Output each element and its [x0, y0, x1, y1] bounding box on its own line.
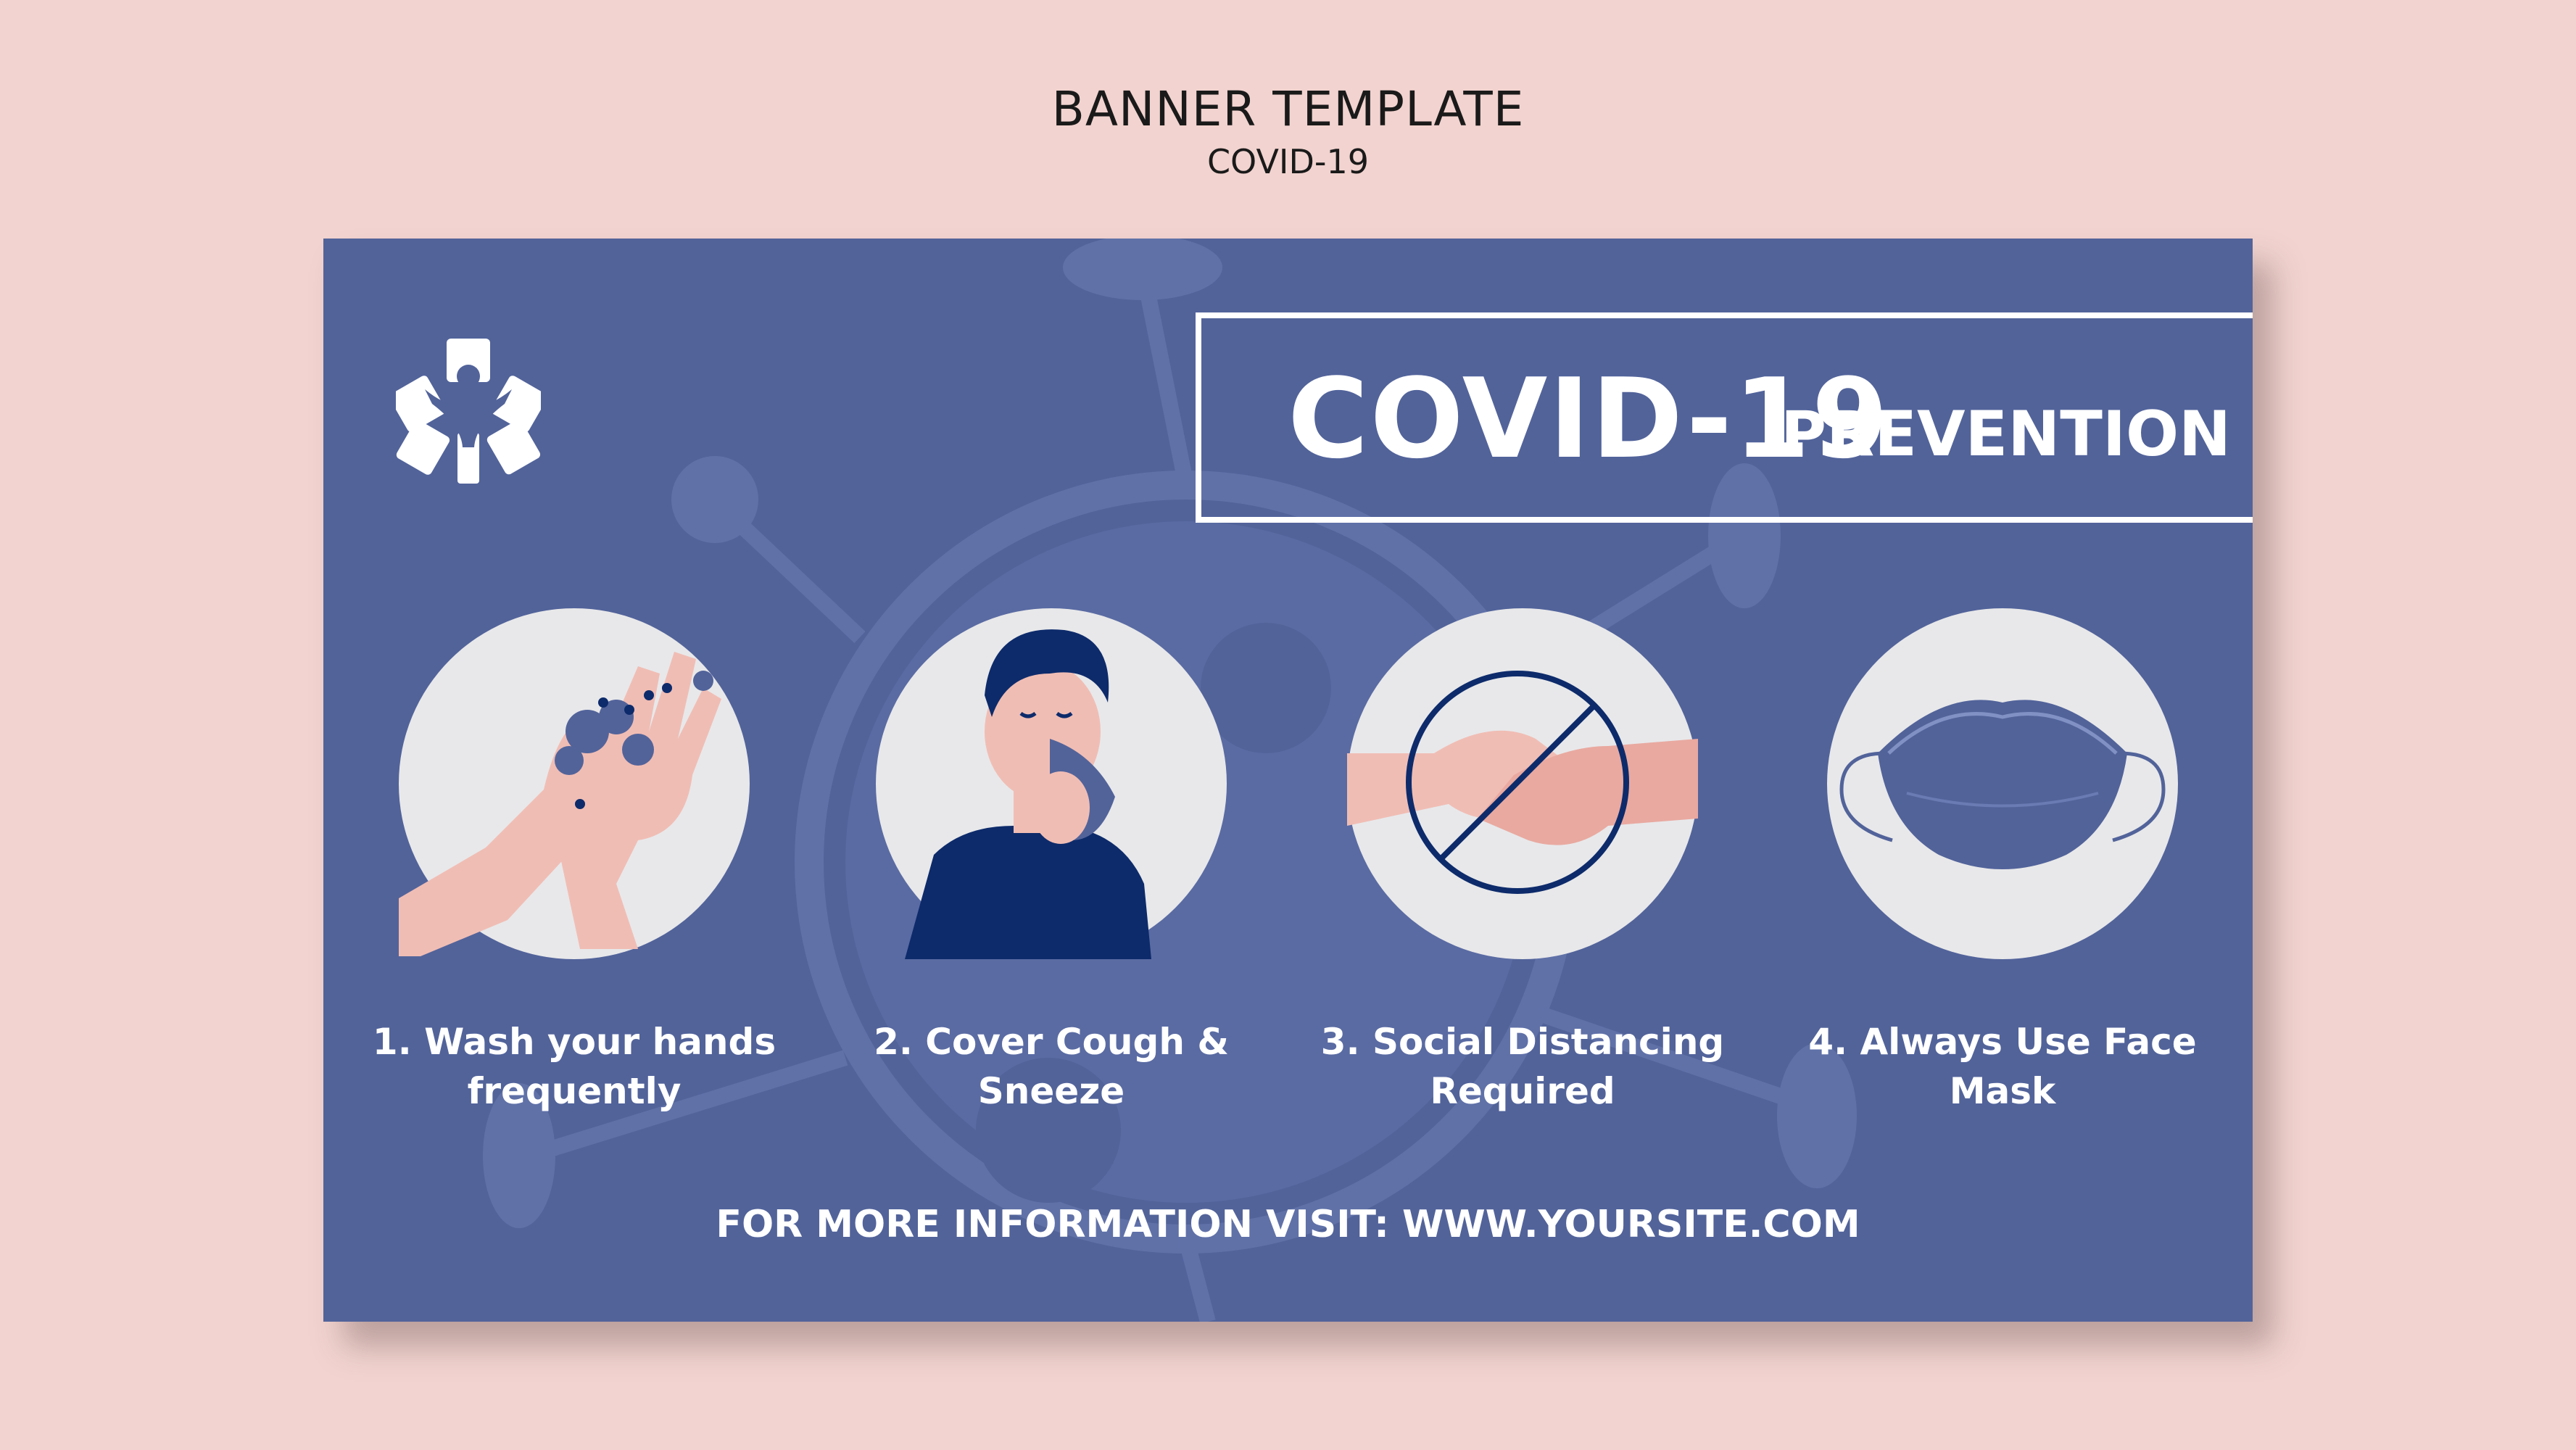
no-handshake-icon — [1347, 608, 1698, 959]
hand-washing-icon — [399, 608, 750, 959]
medical-person-logo-icon — [396, 339, 541, 484]
page-title-sub: PREVENTION — [1781, 398, 2232, 471]
step-label-wash-hands: 1. Wash your hands frequently — [372, 1021, 776, 1112]
step-label-social-distancing: 3. Social Distancing Required — [1320, 1021, 1725, 1112]
header-title: BANNER TEMPLATE — [1051, 81, 1525, 137]
banner: COVID-19 PREVENTION — [323, 239, 2253, 1322]
header-subtitle: COVID-19 — [1206, 142, 1370, 181]
footer-website-link[interactable]: FOR MORE INFORMATION VISIT: WWW.YOURSITE… — [716, 1203, 1860, 1246]
page-title: COVID-19 — [1288, 355, 1890, 483]
step-label-cover-cough: 2. Cover Cough & Sneeze — [874, 1021, 1229, 1112]
step-label-face-mask: 4. Always Use Face Mask — [1808, 1021, 2197, 1112]
face-mask-icon — [1827, 608, 2178, 959]
cough-person-icon — [876, 608, 1227, 959]
title-box — [1196, 312, 2253, 523]
